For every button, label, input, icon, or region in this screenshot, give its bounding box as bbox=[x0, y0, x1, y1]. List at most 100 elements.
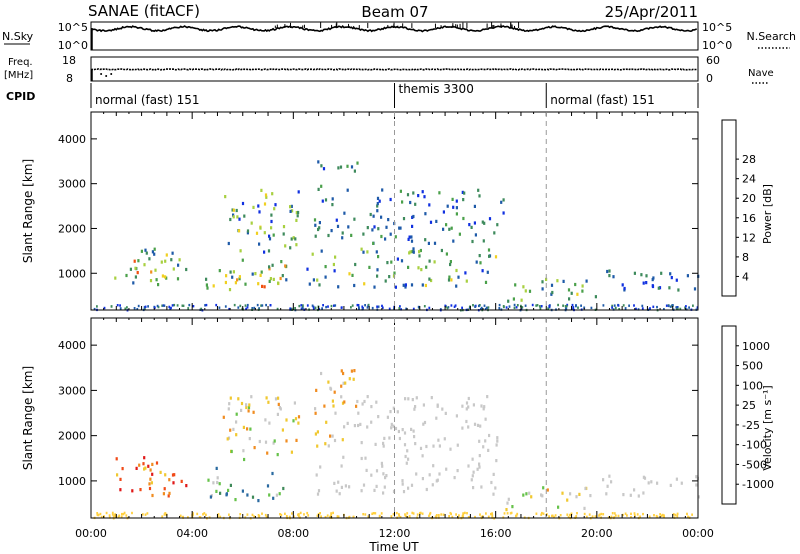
ground-scatter-cell bbox=[613, 512, 616, 515]
ground-scatter-cell bbox=[655, 514, 658, 518]
ground-scatter-cell bbox=[111, 513, 114, 516]
ground-scatter-cell bbox=[399, 305, 401, 308]
ground-scatter-cell bbox=[265, 515, 268, 519]
heatmap-cell bbox=[541, 287, 544, 291]
heatmap-cell bbox=[412, 191, 415, 195]
heatmap-cell bbox=[382, 491, 385, 495]
heatmap-cell bbox=[410, 239, 414, 243]
heatmap-cell bbox=[263, 250, 266, 254]
heatmap-cell bbox=[229, 217, 232, 222]
ground-scatter-cell bbox=[326, 514, 329, 517]
ground-scatter-cell bbox=[557, 303, 559, 307]
heatmap-cell bbox=[237, 397, 240, 401]
heatmap-cell bbox=[249, 427, 252, 431]
heatmap-cell bbox=[263, 285, 266, 289]
ground-scatter-cell bbox=[575, 515, 578, 518]
heatmap-cell bbox=[384, 476, 387, 480]
heatmap-cell bbox=[273, 207, 276, 211]
heatmap-cell bbox=[138, 463, 141, 467]
heatmap-cell bbox=[382, 472, 385, 476]
heatmap-cell bbox=[143, 467, 146, 471]
heatmap-cell bbox=[350, 165, 354, 169]
heatmap-cell bbox=[248, 403, 251, 407]
ground-scatter-cell bbox=[421, 512, 424, 515]
x-tick-label: 20:00 bbox=[581, 527, 613, 540]
heatmap-cell bbox=[484, 280, 488, 284]
heatmap-cell bbox=[334, 255, 337, 259]
heatmap-cell bbox=[562, 279, 565, 283]
heatmap-cell bbox=[340, 485, 343, 489]
heatmap-cell bbox=[216, 480, 219, 485]
heatmap-cell bbox=[494, 255, 498, 259]
heatmap-cell bbox=[366, 226, 369, 230]
ground-scatter-cell bbox=[126, 306, 128, 309]
heatmap-cell bbox=[421, 283, 424, 287]
heatmap-cell bbox=[414, 202, 417, 206]
heatmap-cell bbox=[285, 439, 288, 443]
heatmap-cell bbox=[235, 412, 238, 416]
heatmap-cell bbox=[468, 223, 471, 227]
ground-scatter-cell bbox=[428, 514, 430, 517]
ground-scatter-cell bbox=[364, 304, 366, 307]
heatmap-cell bbox=[362, 232, 365, 236]
ground-scatter-cell bbox=[509, 512, 512, 515]
heatmap-cell bbox=[281, 274, 284, 278]
ground-scatter-cell bbox=[576, 512, 578, 515]
ground-scatter-cell bbox=[351, 304, 354, 307]
ground-scatter-cell bbox=[125, 514, 128, 517]
heatmap-cell bbox=[585, 279, 588, 283]
ground-scatter-cell bbox=[276, 307, 279, 311]
heatmap-cell bbox=[669, 272, 672, 276]
heatmap-cell bbox=[142, 462, 145, 466]
heatmap-cell bbox=[254, 272, 257, 276]
heatmap-cell bbox=[542, 486, 545, 490]
heatmap-cell bbox=[294, 237, 297, 241]
x-tick-label: 00:00 bbox=[75, 527, 107, 540]
heatmap-cell bbox=[225, 492, 228, 496]
heatmap-cell bbox=[623, 286, 626, 291]
ground-scatter-cell bbox=[144, 513, 147, 516]
heatmap-cell bbox=[444, 411, 447, 415]
heatmap-cell bbox=[228, 288, 232, 292]
ground-scatter-cell bbox=[246, 306, 249, 309]
heatmap-cell bbox=[589, 494, 592, 498]
heatmap-cell bbox=[645, 281, 648, 285]
heatmap-cell bbox=[411, 215, 414, 219]
heatmap-cell bbox=[153, 247, 156, 251]
ground-scatter-cell bbox=[551, 514, 553, 518]
heatmap-cell bbox=[477, 188, 480, 192]
heatmap-cell bbox=[418, 254, 421, 258]
heatmap-cell bbox=[389, 232, 392, 236]
ground-scatter-cell bbox=[508, 305, 511, 308]
ground-scatter-cell bbox=[320, 515, 322, 518]
heatmap-cell bbox=[312, 278, 315, 282]
heatmap-cell bbox=[481, 220, 484, 224]
ground-scatter-cell bbox=[624, 307, 627, 310]
ground-scatter-cell bbox=[570, 512, 573, 515]
heatmap-cell bbox=[566, 498, 569, 502]
ground-scatter-cell bbox=[562, 304, 564, 307]
heatmap-cell bbox=[285, 278, 288, 282]
ground-scatter-cell bbox=[179, 514, 182, 517]
heatmap-cell bbox=[228, 402, 231, 406]
ground-scatter-cell bbox=[299, 511, 302, 515]
heatmap-cell bbox=[414, 405, 417, 409]
ground-scatter-cell bbox=[200, 307, 203, 311]
ground-scatter-cell bbox=[333, 304, 335, 307]
ground-scatter-cell bbox=[388, 307, 391, 310]
nave-dot bbox=[105, 75, 108, 77]
date-title: 25/Apr/2011 bbox=[605, 3, 698, 21]
heatmap-cell bbox=[272, 233, 275, 237]
heatmap-cell bbox=[388, 275, 391, 279]
ground-scatter-cell bbox=[237, 306, 240, 309]
ground-scatter-cell bbox=[688, 306, 690, 309]
heatmap-cell bbox=[478, 462, 481, 466]
ground-scatter-cell bbox=[641, 307, 644, 310]
ground-scatter-cell bbox=[204, 304, 206, 307]
heatmap-cell bbox=[470, 478, 473, 482]
ground-scatter-cell bbox=[324, 516, 327, 519]
heatmap-cell bbox=[245, 403, 248, 407]
heatmap-cell bbox=[243, 457, 246, 462]
ground-scatter-cell bbox=[303, 513, 305, 516]
ground-scatter-cell bbox=[96, 305, 98, 308]
